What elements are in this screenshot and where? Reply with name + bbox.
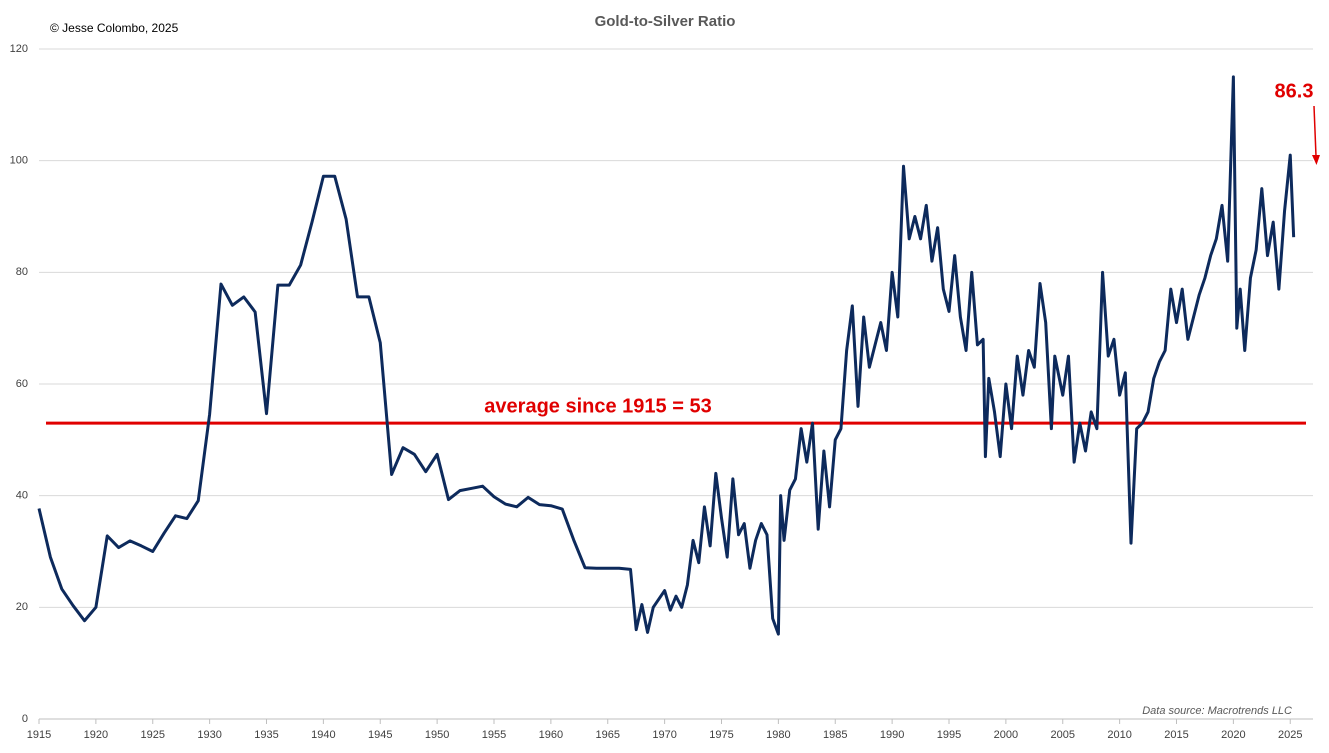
y-tick-label: 60 — [16, 378, 28, 390]
x-tick-label: 2000 — [994, 729, 1018, 741]
y-tick-label: 0 — [22, 713, 28, 725]
y-tick-label: 20 — [16, 601, 28, 613]
y-tick-label: 40 — [16, 490, 28, 502]
x-tick-label: 2025 — [1278, 729, 1302, 741]
x-tick-label: 1915 — [27, 729, 51, 741]
x-tick-label: 1940 — [311, 729, 335, 741]
y-tick-label: 80 — [16, 266, 28, 278]
x-tick-label: 1985 — [823, 729, 847, 741]
chart-title: Gold-to-Silver Ratio — [595, 13, 736, 30]
x-tick-label: 2015 — [1164, 729, 1188, 741]
x-tick-label: 1990 — [880, 729, 904, 741]
annotation-arrowhead — [1312, 155, 1320, 165]
y-tick-label: 120 — [10, 43, 28, 55]
x-tick-label: 1945 — [368, 729, 392, 741]
x-tick-label: 2010 — [1107, 729, 1131, 741]
series-line — [37, 75, 1296, 636]
x-tick-label: 1970 — [652, 729, 676, 741]
x-tick-label: 1935 — [254, 729, 278, 741]
x-tick-label: 1950 — [425, 729, 449, 741]
x-tick-label: 1980 — [766, 729, 790, 741]
x-tick-label: 2005 — [1051, 729, 1075, 741]
annotation-arrow — [1313, 105, 1317, 157]
x-tick-label: 1930 — [197, 729, 221, 741]
x-tick-label: 1955 — [482, 729, 506, 741]
x-tick-label: 1975 — [709, 729, 733, 741]
source-note: Data source: Macrotrends LLC — [1142, 705, 1292, 717]
x-tick-label: 1925 — [141, 729, 165, 741]
x-tick-label: 1920 — [84, 729, 108, 741]
copyright: © Jesse Colombo, 2025 — [50, 21, 179, 35]
average-label: average since 1915 = 53 — [484, 395, 711, 417]
x-tick-label: 1965 — [596, 729, 620, 741]
y-tick-label: 100 — [10, 155, 28, 167]
x-tick-label: 1995 — [937, 729, 961, 741]
x-tick-label: 1960 — [539, 729, 563, 741]
end-annotation: 86.3 — [1275, 80, 1314, 102]
x-tick-label: 2020 — [1221, 729, 1245, 741]
